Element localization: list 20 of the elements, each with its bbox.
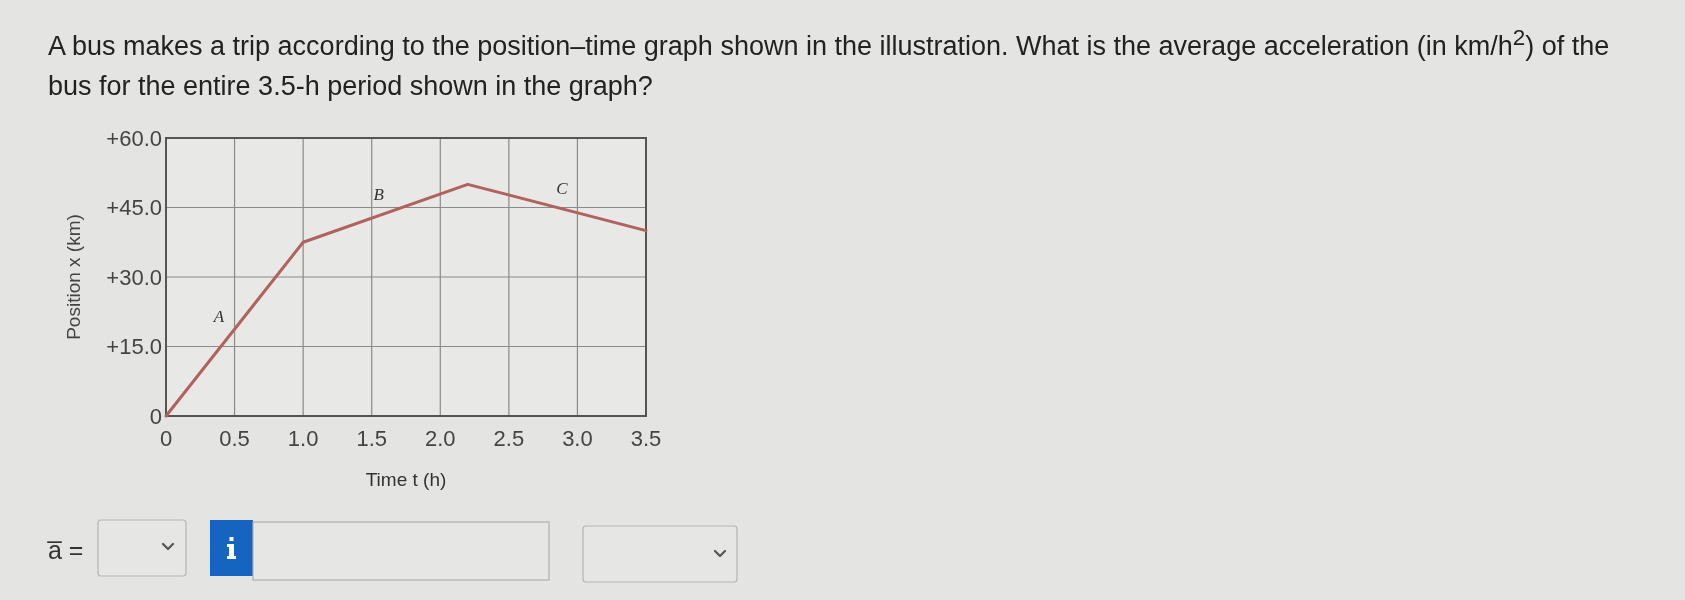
chart-title: A bus makes a trip according to the position–time graph shown in the illustration. What is the average acceleration (in km/h$^{2}$) of the bus for the entire 3.5-h period shown in the graph?: [48, 25, 1610, 101]
text: a̅ =: [46, 536, 84, 564]
x-tick-label: 2.5: [493, 426, 525, 451]
y-axis-title: Position x (km): [63, 214, 84, 340]
line-series: [164, 182, 648, 418]
x-tick-label: 3.5: [630, 426, 662, 451]
x-tick-label: 3.0: [562, 426, 593, 451]
annotation: B: [373, 184, 385, 204]
x-tick-label: 1.5: [356, 426, 388, 451]
y-tick-label: +15.0: [106, 334, 162, 359]
y-tick-label: +45.0: [106, 195, 162, 220]
x-tick-label: 0.5: [219, 426, 250, 451]
y-tick-label: +60.0: [106, 125, 162, 151]
x-tick-label: 1.0: [287, 426, 319, 451]
y-tick-label: +30.0: [106, 264, 162, 290]
x-tick-label: 2.0: [424, 426, 456, 451]
y-tick-label: 0: [149, 403, 162, 429]
x-axis-title: Time t (h): [365, 469, 447, 490]
annotation: C: [556, 178, 569, 198]
annotation: A: [212, 307, 225, 327]
